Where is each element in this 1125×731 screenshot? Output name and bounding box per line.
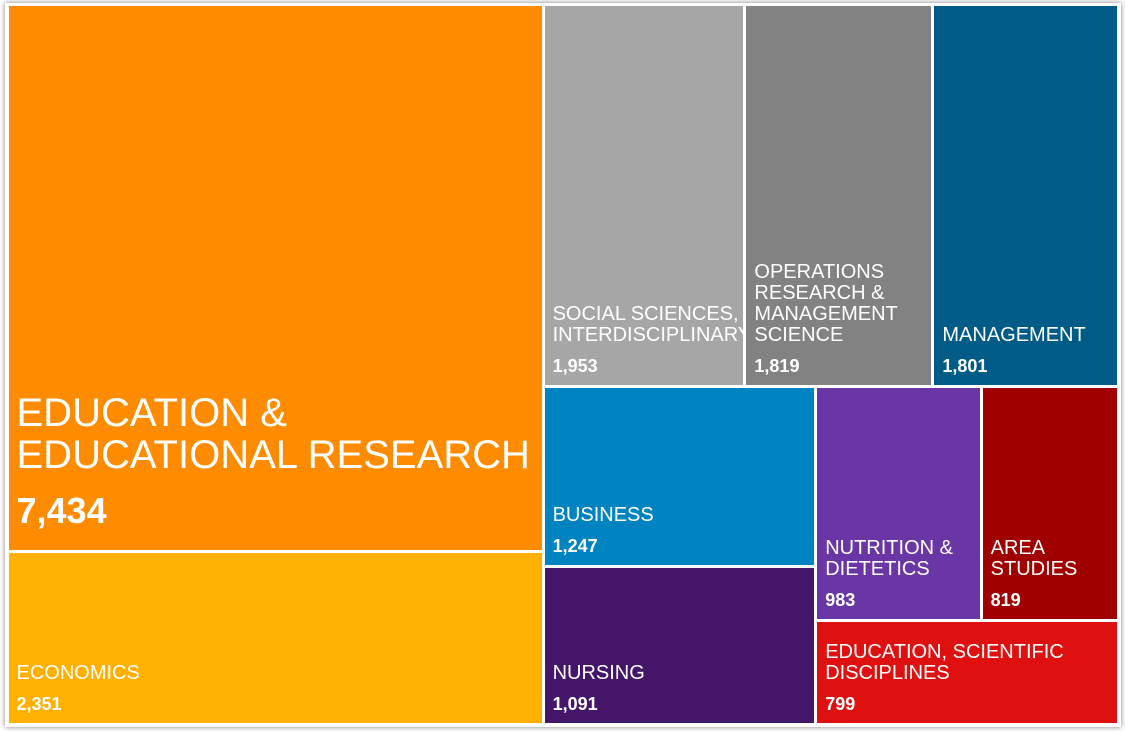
cell-label: NURSING <box>552 662 645 685</box>
cell-label: BUSINESS <box>552 504 654 527</box>
cell-label: EDUCATION, SCIENTIFIC DISCIPLINES <box>825 641 1064 685</box>
cell-label: SOCIAL SCIENCES, INTERDISCIPLINARY <box>552 302 744 346</box>
cell-label: ECONOMICS <box>16 662 140 685</box>
cell-label: EDUCATION & EDUCATIONAL RESEARCH <box>16 391 530 478</box>
cell-label: NUTRITION & DIETETICS <box>825 537 953 581</box>
cell-value: 983 <box>825 590 856 611</box>
treemap-cell: MANAGEMENT 1,801 <box>934 5 1118 385</box>
cell-value: 7,434 <box>16 490 107 532</box>
treemap-cell: SOCIAL SCIENCES, INTERDISCIPLINARY 1,953 <box>544 5 744 385</box>
cell-label: OPERATIONS RESEARCH & MANAGEMENT SCIENCE <box>754 260 898 346</box>
cell-value: 1,819 <box>754 355 800 376</box>
cell-value: 1,247 <box>552 536 598 557</box>
cell-value: 1,801 <box>942 355 988 376</box>
treemap-cell: ECONOMICS 2,351 <box>8 553 542 724</box>
treemap-cell: EDUCATION, SCIENTIFIC DISCIPLINES 799 <box>817 622 1118 724</box>
cell-value: 2,351 <box>16 694 62 715</box>
cell-label: AREA STUDIES <box>990 537 1078 581</box>
cell-value: 819 <box>990 590 1021 611</box>
cell-value: 799 <box>825 694 856 715</box>
cell-label: MANAGEMENT <box>942 323 1086 346</box>
cell-value: 1,953 <box>552 355 598 376</box>
treemap-cell: NURSING 1,091 <box>544 568 815 724</box>
treemap-cell: NUTRITION & DIETETICS 983 <box>817 387 980 620</box>
treemap: EDUCATION & EDUCATIONAL RESEARCH 7,434 ECO… <box>5 3 1121 727</box>
treemap-cell: EDUCATION & EDUCATIONAL RESEARCH 7,434 <box>8 5 542 551</box>
treemap-cell: BUSINESS 1,247 <box>544 387 815 566</box>
treemap-cell: AREA STUDIES 819 <box>982 387 1118 620</box>
cell-value: 1,091 <box>552 694 598 715</box>
treemap-cell: OPERATIONS RESEARCH & MANAGEMENT SCIENCE… <box>746 5 932 385</box>
